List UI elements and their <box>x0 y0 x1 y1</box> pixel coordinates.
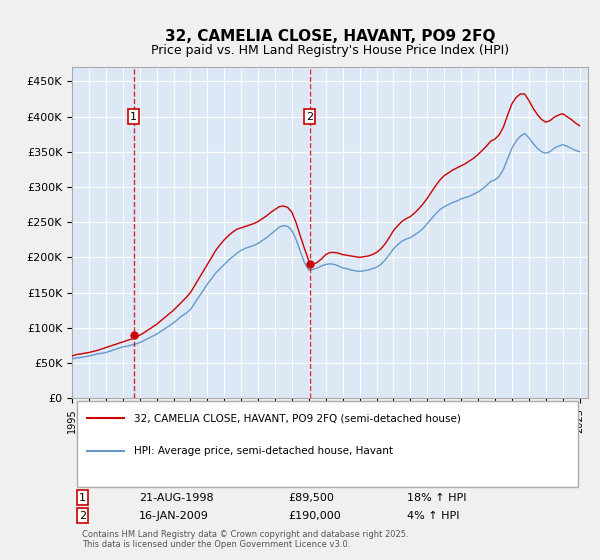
Text: 32, CAMELIA CLOSE, HAVANT, PO9 2FQ (semi-detached house): 32, CAMELIA CLOSE, HAVANT, PO9 2FQ (semi… <box>134 413 461 423</box>
Text: Price paid vs. HM Land Registry's House Price Index (HPI): Price paid vs. HM Land Registry's House … <box>151 44 509 57</box>
Text: 32, CAMELIA CLOSE, HAVANT, PO9 2FQ: 32, CAMELIA CLOSE, HAVANT, PO9 2FQ <box>165 29 495 44</box>
Text: 18% ↑ HPI: 18% ↑ HPI <box>407 493 467 503</box>
Text: £89,500: £89,500 <box>289 493 335 503</box>
Text: HPI: Average price, semi-detached house, Havant: HPI: Average price, semi-detached house,… <box>134 446 393 456</box>
Text: 4% ↑ HPI: 4% ↑ HPI <box>407 511 460 521</box>
Text: 2: 2 <box>306 111 313 122</box>
Text: Contains HM Land Registry data © Crown copyright and database right 2025.
This d: Contains HM Land Registry data © Crown c… <box>82 530 409 549</box>
Text: 2: 2 <box>79 511 86 521</box>
Text: 1: 1 <box>79 493 86 503</box>
Text: £190,000: £190,000 <box>289 511 341 521</box>
Text: 21-AUG-1998: 21-AUG-1998 <box>139 493 214 503</box>
FancyBboxPatch shape <box>77 401 578 487</box>
Text: 1: 1 <box>130 111 137 122</box>
Text: 16-JAN-2009: 16-JAN-2009 <box>139 511 209 521</box>
